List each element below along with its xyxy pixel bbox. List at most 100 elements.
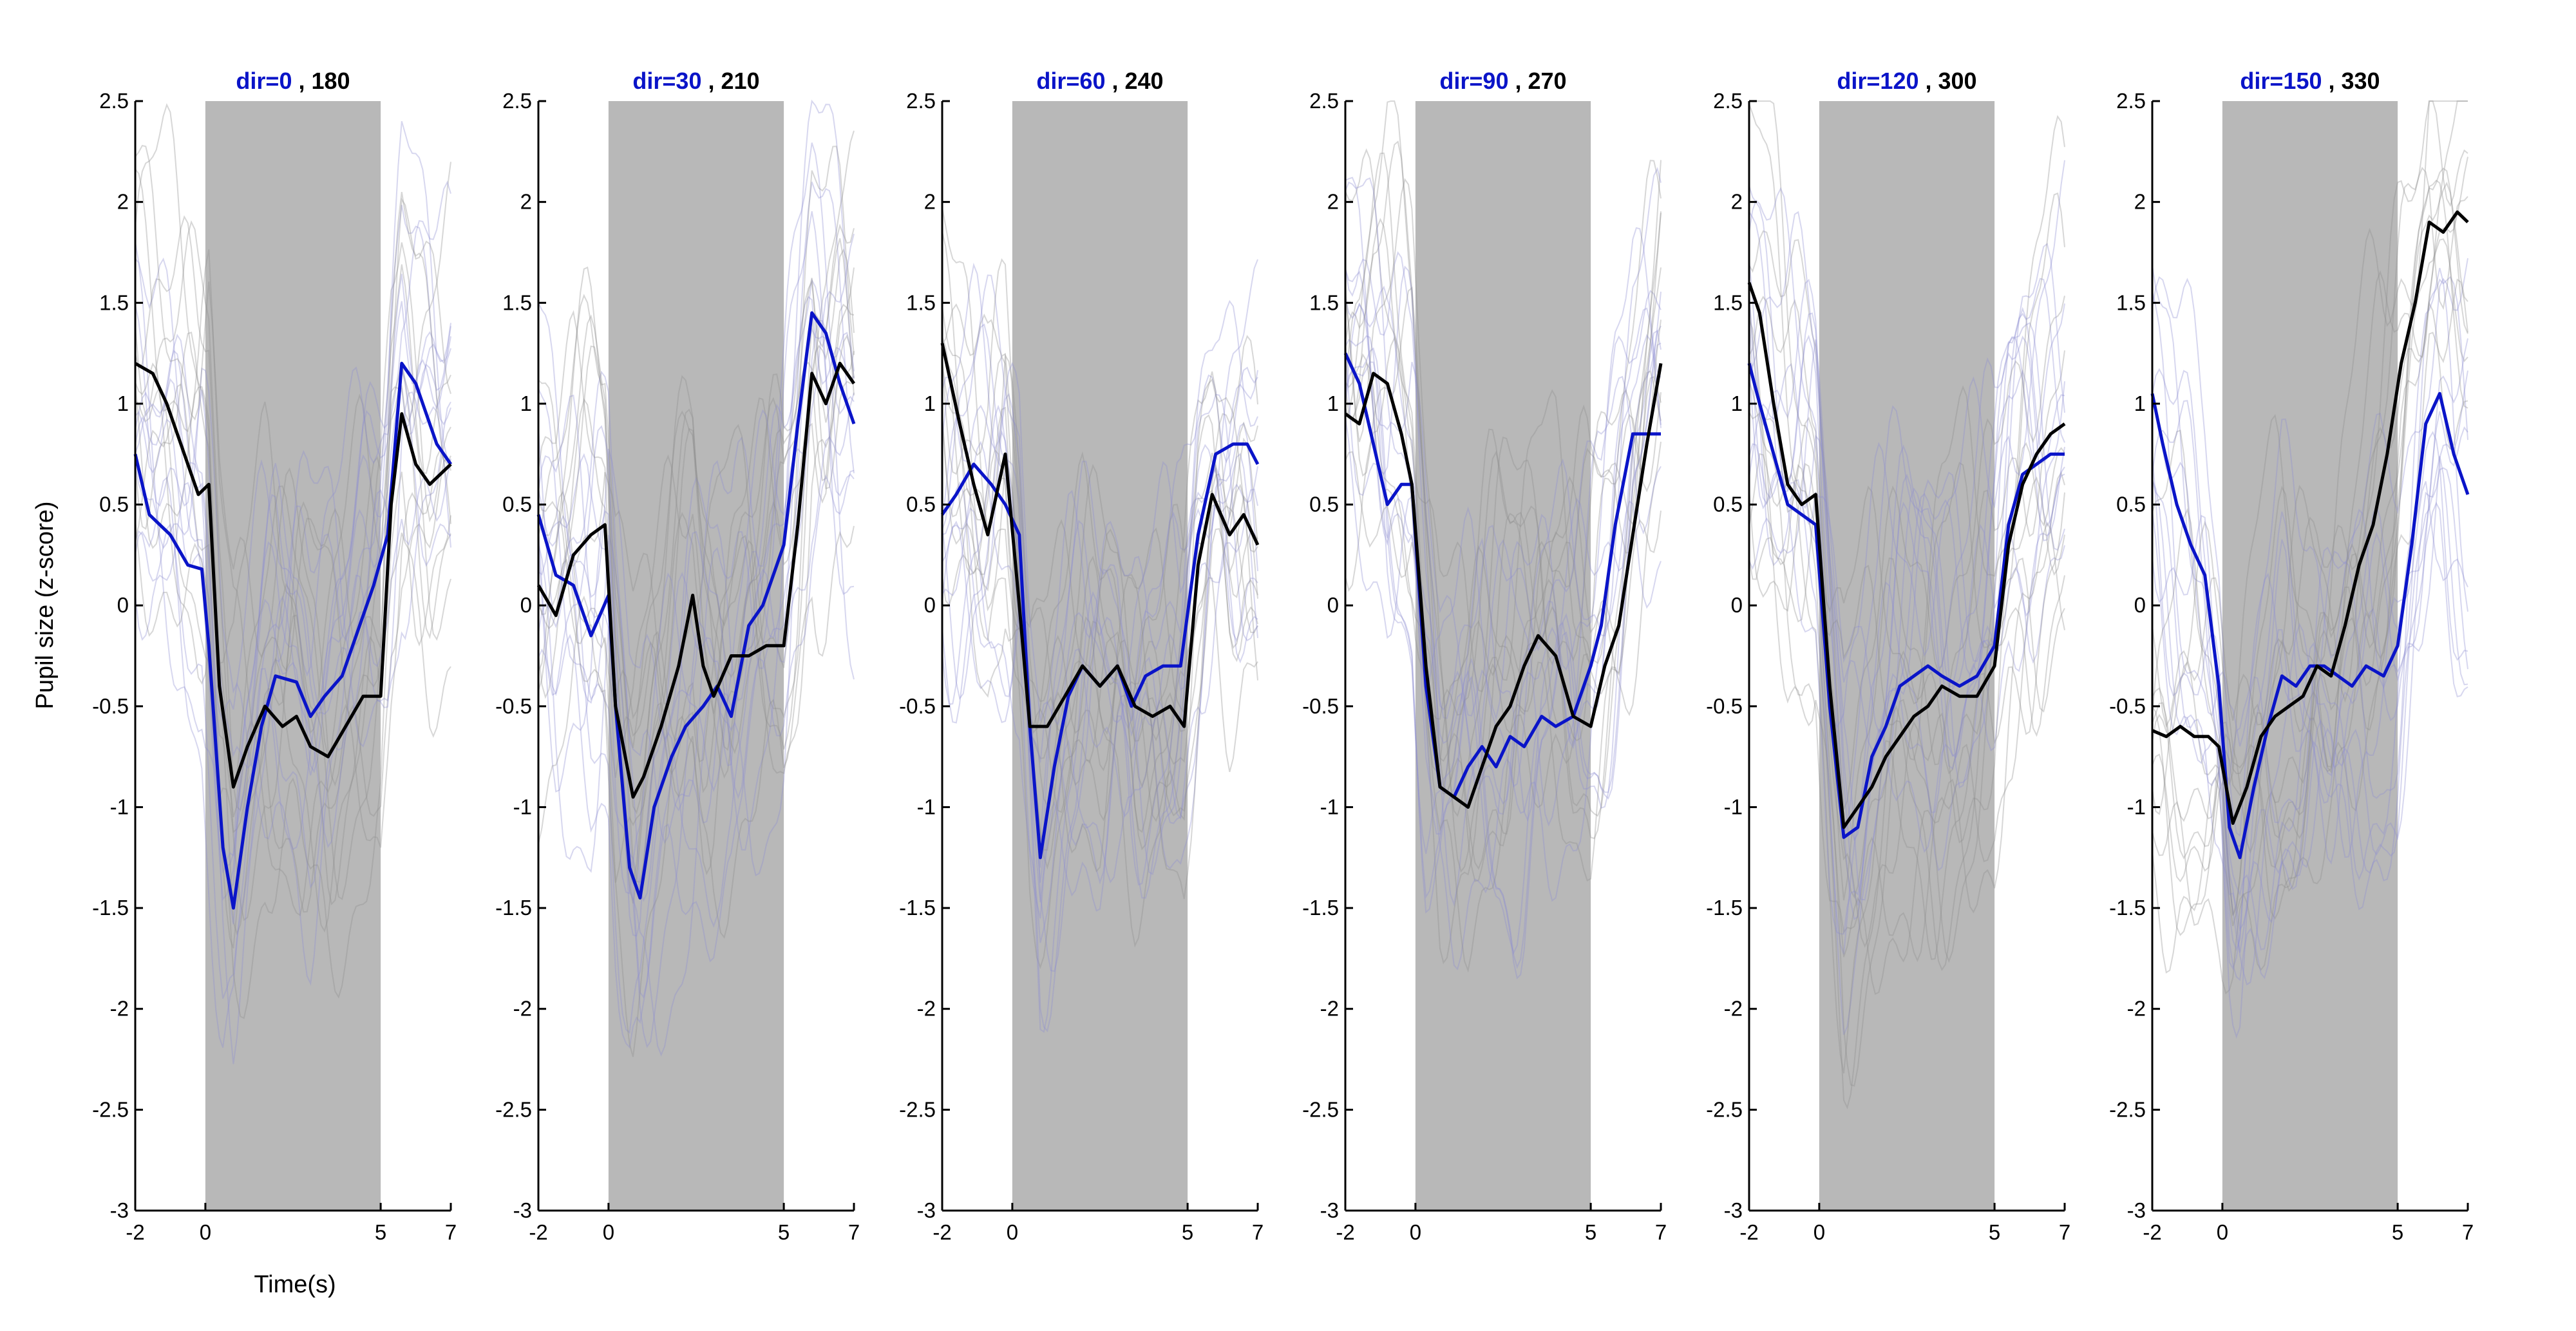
- trial-trace: [1345, 451, 1662, 973]
- trial-trace: [135, 362, 451, 916]
- x-tick-label: 7: [2462, 1220, 2474, 1244]
- trial-trace: [1748, 230, 2065, 810]
- x-tick-label: 5: [778, 1220, 790, 1244]
- y-tick-label: 2.5: [1309, 89, 1339, 113]
- y-tick-label: 0: [924, 593, 936, 617]
- chart-panel-0: 2.521.510.50-0.5-1-1.5-2-2.5-3-2 0 5 7dir=0…: [92, 68, 457, 1244]
- trial-trace: [135, 215, 451, 789]
- trial-trace: [135, 301, 451, 867]
- trial-trace: [942, 488, 1258, 943]
- panel-title: dir=120 , 300: [1837, 68, 1976, 94]
- trial-trace: [1748, 381, 2065, 963]
- x-tick-label: 5: [1989, 1220, 2000, 1244]
- title-opposite: 300: [1938, 68, 1977, 94]
- trial-trace: [2152, 467, 2468, 932]
- title-opposite: 210: [721, 68, 760, 94]
- trial-trace: [1749, 100, 2065, 705]
- y-tick-label: -1: [513, 795, 532, 818]
- y-tick-label: 2: [2134, 190, 2146, 214]
- y-tick-label: 0: [2134, 593, 2146, 617]
- y-tick-label: 1: [1731, 392, 1743, 415]
- y-tick-label: -0.5: [899, 694, 936, 718]
- trial-trace: [2152, 301, 2468, 974]
- y-tick-label: 2.5: [1713, 89, 1743, 113]
- y-tick-label: 0.5: [1309, 493, 1339, 516]
- y-tick-label: 0.5: [502, 493, 532, 516]
- trial-trace: [1748, 443, 2065, 935]
- y-tick-label: 0: [1327, 593, 1339, 617]
- trial-trace: [135, 220, 451, 812]
- trial-trace: [135, 121, 451, 774]
- y-tick-label: -1.5: [899, 896, 936, 920]
- y-tick-label: 1.5: [1713, 290, 1743, 314]
- y-tick-label: -2.5: [1706, 1097, 1743, 1121]
- y-tick-label: -2.5: [495, 1097, 532, 1121]
- title-separator: ,: [1508, 68, 1528, 94]
- chart-panel-3: 2.521.510.50-0.5-1-1.5-2-2.5-3-2 0 5 7dir=9…: [1302, 68, 1667, 1244]
- y-tick-label: 1: [2134, 392, 2146, 415]
- trial-trace: [1345, 285, 1662, 835]
- x-tick-label: 0: [200, 1220, 211, 1244]
- trial-trace: [2152, 100, 2468, 728]
- trial-trace: [2152, 370, 2468, 1039]
- trial-traces: [1748, 100, 2065, 1109]
- title-opposite: 330: [2342, 68, 2380, 94]
- title-separator: ,: [292, 68, 311, 94]
- y-tick-label: -1: [1724, 795, 1743, 818]
- y-tick-label: -2: [513, 997, 532, 1021]
- trial-trace: [538, 278, 855, 1048]
- chart-panels: 2.521.510.50-0.5-1-1.5-2-2.5-3-2 0 5 7dir=0…: [92, 68, 2474, 1244]
- x-tick-label: -2: [126, 1220, 144, 1244]
- x-tick-label: 5: [375, 1220, 386, 1244]
- trial-trace: [942, 305, 1258, 771]
- y-tick-label: 1.5: [906, 290, 936, 314]
- chart-panel-4: 2.521.510.50-0.5-1-1.5-2-2.5-3-2 0 5 7dir=1…: [1706, 68, 2070, 1244]
- title-direction: dir=120: [1837, 68, 1918, 94]
- y-tick-label: -3: [513, 1198, 532, 1222]
- stimulus-shading: [1012, 101, 1188, 1211]
- y-tick-label: -1.5: [1706, 896, 1743, 920]
- y-tick-label: -2.5: [92, 1097, 129, 1121]
- trial-trace: [538, 211, 855, 999]
- y-tick-label: 2.5: [502, 89, 532, 113]
- trial-trace: [135, 169, 451, 734]
- y-tick-label: -0.5: [1706, 694, 1743, 718]
- trial-trace: [1345, 100, 1662, 789]
- trial-trace: [538, 182, 855, 844]
- title-opposite: 180: [311, 68, 350, 94]
- series-line-1: [1344, 363, 1663, 809]
- y-tick-label: 1.5: [2116, 290, 2146, 314]
- y-tick-label: 0.5: [99, 493, 129, 516]
- trial-trace: [1345, 265, 1662, 907]
- y-tick-label: 1: [1327, 392, 1339, 415]
- trial-trace: [135, 274, 451, 890]
- title-opposite: 240: [1125, 68, 1164, 94]
- trial-trace: [2152, 156, 2468, 915]
- x-tick-label: 0: [1410, 1220, 1421, 1244]
- trial-trace: [2152, 167, 2468, 860]
- y-tick-label: -2.5: [2109, 1097, 2146, 1121]
- title-separator: ,: [1105, 68, 1124, 94]
- stimulus-shading: [1819, 101, 1995, 1211]
- y-tick-label: -1: [917, 795, 936, 818]
- series-line-1: [2152, 210, 2469, 825]
- trial-trace: [1748, 453, 2065, 1074]
- trial-trace: [538, 392, 855, 1034]
- y-tick-label: 2: [924, 190, 936, 214]
- y-tick-label: -3: [1320, 1198, 1339, 1222]
- panel-title: dir=0 , 180: [236, 68, 350, 94]
- trial-trace: [135, 385, 451, 913]
- trial-trace: [1748, 319, 2065, 948]
- chart-panel-5: 2.521.510.50-0.5-1-1.5-2-2.5-3-2 0 5 7dir=1…: [2109, 68, 2474, 1244]
- trial-trace: [2152, 502, 2468, 981]
- x-tick-label: 7: [445, 1220, 457, 1244]
- y-tick-label: -1.5: [495, 896, 532, 920]
- y-tick-label: -0.5: [92, 694, 129, 718]
- trial-trace: [942, 422, 1258, 885]
- trial-trace: [1345, 330, 1662, 955]
- trial-trace: [1345, 297, 1662, 805]
- y-tick-label: -3: [110, 1198, 129, 1222]
- series-line-1: [940, 343, 1260, 728]
- trial-trace: [538, 233, 855, 894]
- trial-trace: [942, 440, 1258, 919]
